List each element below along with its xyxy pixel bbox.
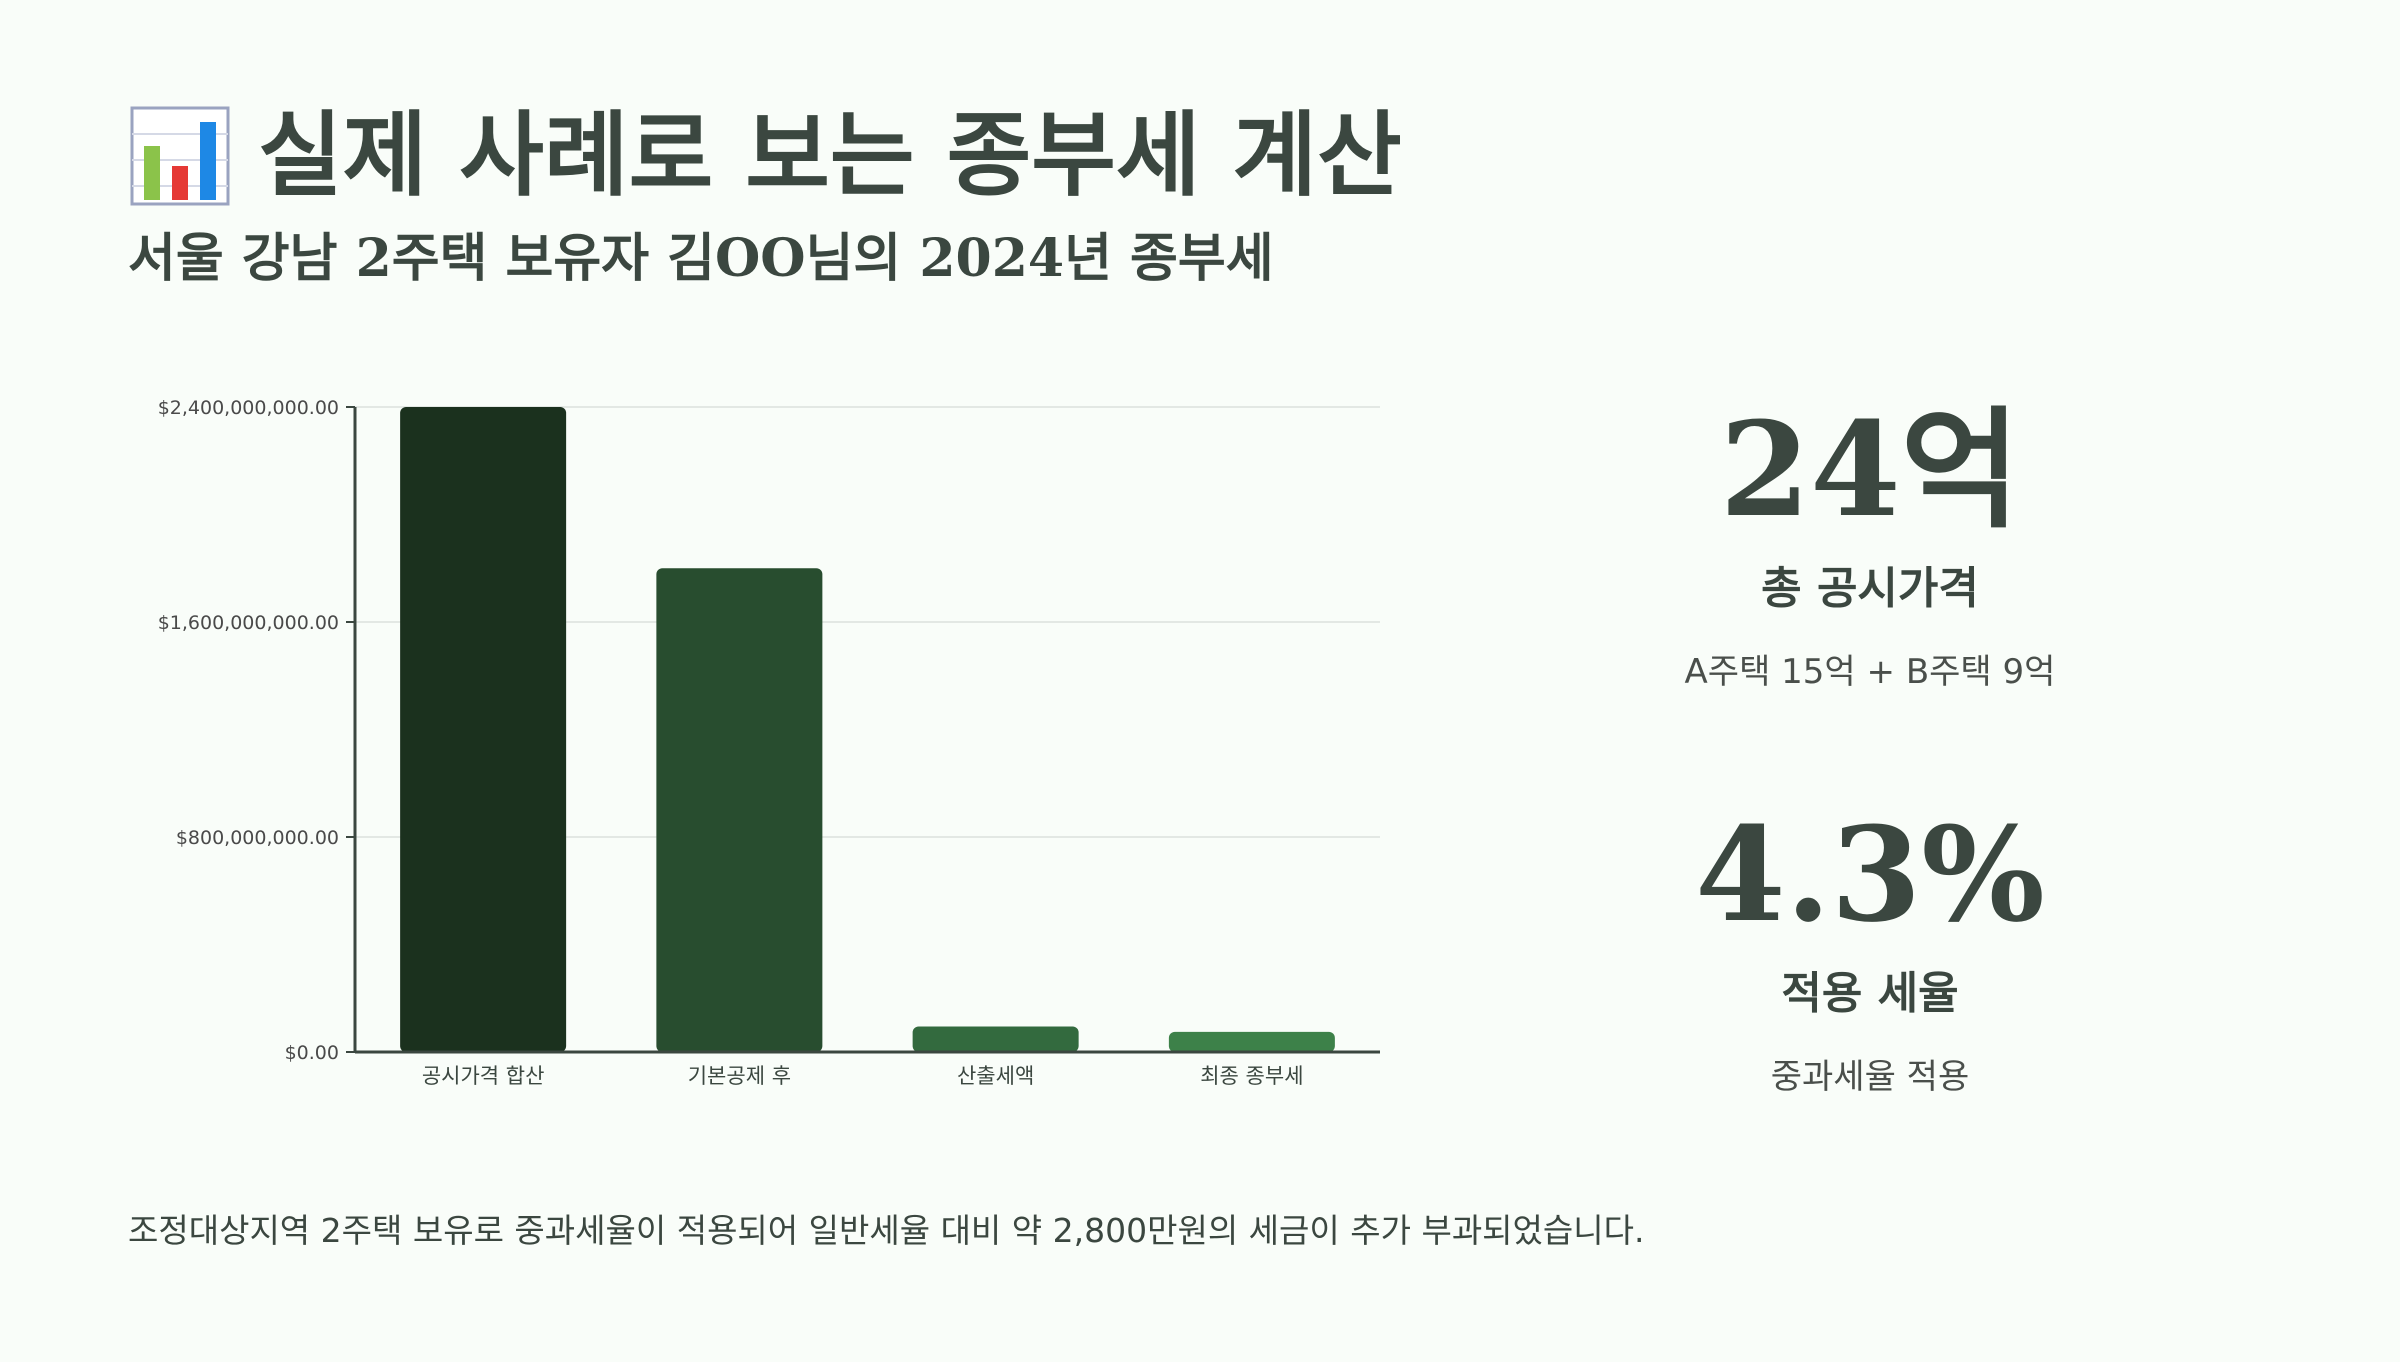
x-tick-label: 최종 종부세 — [1200, 1064, 1303, 1088]
y-tick-label: $1,600,000,000.00 — [158, 612, 339, 634]
stat-label: 적용 세율 — [1560, 964, 2180, 1024]
bar-chart: $0.00 $800,000,000.00 $1,600,000,000.00 $2,… — [0, 380, 1420, 1100]
bar — [656, 568, 822, 1052]
stat-description: 중과세율 적용 — [1560, 1054, 2180, 1100]
page-subtitle: 서울 강남 2주택 보유자 김OO님의 2024년 종부세 — [128, 224, 1274, 294]
stat-total-price: 24억 총 공시가격 A주택 15억 + B주택 9억 — [1560, 395, 2180, 695]
stat-tax-rate: 4.3% 적용 세율 중과세율 적용 — [1560, 800, 2180, 1100]
page-title-text: 실제 사례로 보는 종부세 계산 — [258, 96, 1402, 216]
y-tick-label: $800,000,000.00 — [176, 827, 339, 849]
bar — [1169, 1032, 1335, 1052]
stat-value: 4.3% — [1560, 800, 2180, 950]
footnote: 조정대상지역 2주택 보유로 중과세율이 적용되어 일반세율 대비 약 2,80… — [128, 1206, 1644, 1256]
bar — [913, 1026, 1079, 1052]
stat-label: 총 공시가격 — [1560, 559, 2180, 619]
bar-chart-icon — [128, 104, 232, 208]
y-tick-label: $2,400,000,000.00 — [158, 397, 339, 419]
x-tick-label: 기본공제 후 — [688, 1064, 791, 1088]
stat-value: 24억 — [1560, 395, 2180, 545]
y-tick-label: $0.00 — [285, 1042, 339, 1064]
bar — [400, 407, 566, 1052]
page-title: 실제 사례로 보는 종부세 계산 — [128, 96, 1402, 216]
stat-description: A주택 15억 + B주택 9억 — [1560, 649, 2180, 695]
x-tick-label: 산출세액 — [957, 1064, 1034, 1088]
x-tick-label: 공시가격 합산 — [422, 1064, 545, 1088]
